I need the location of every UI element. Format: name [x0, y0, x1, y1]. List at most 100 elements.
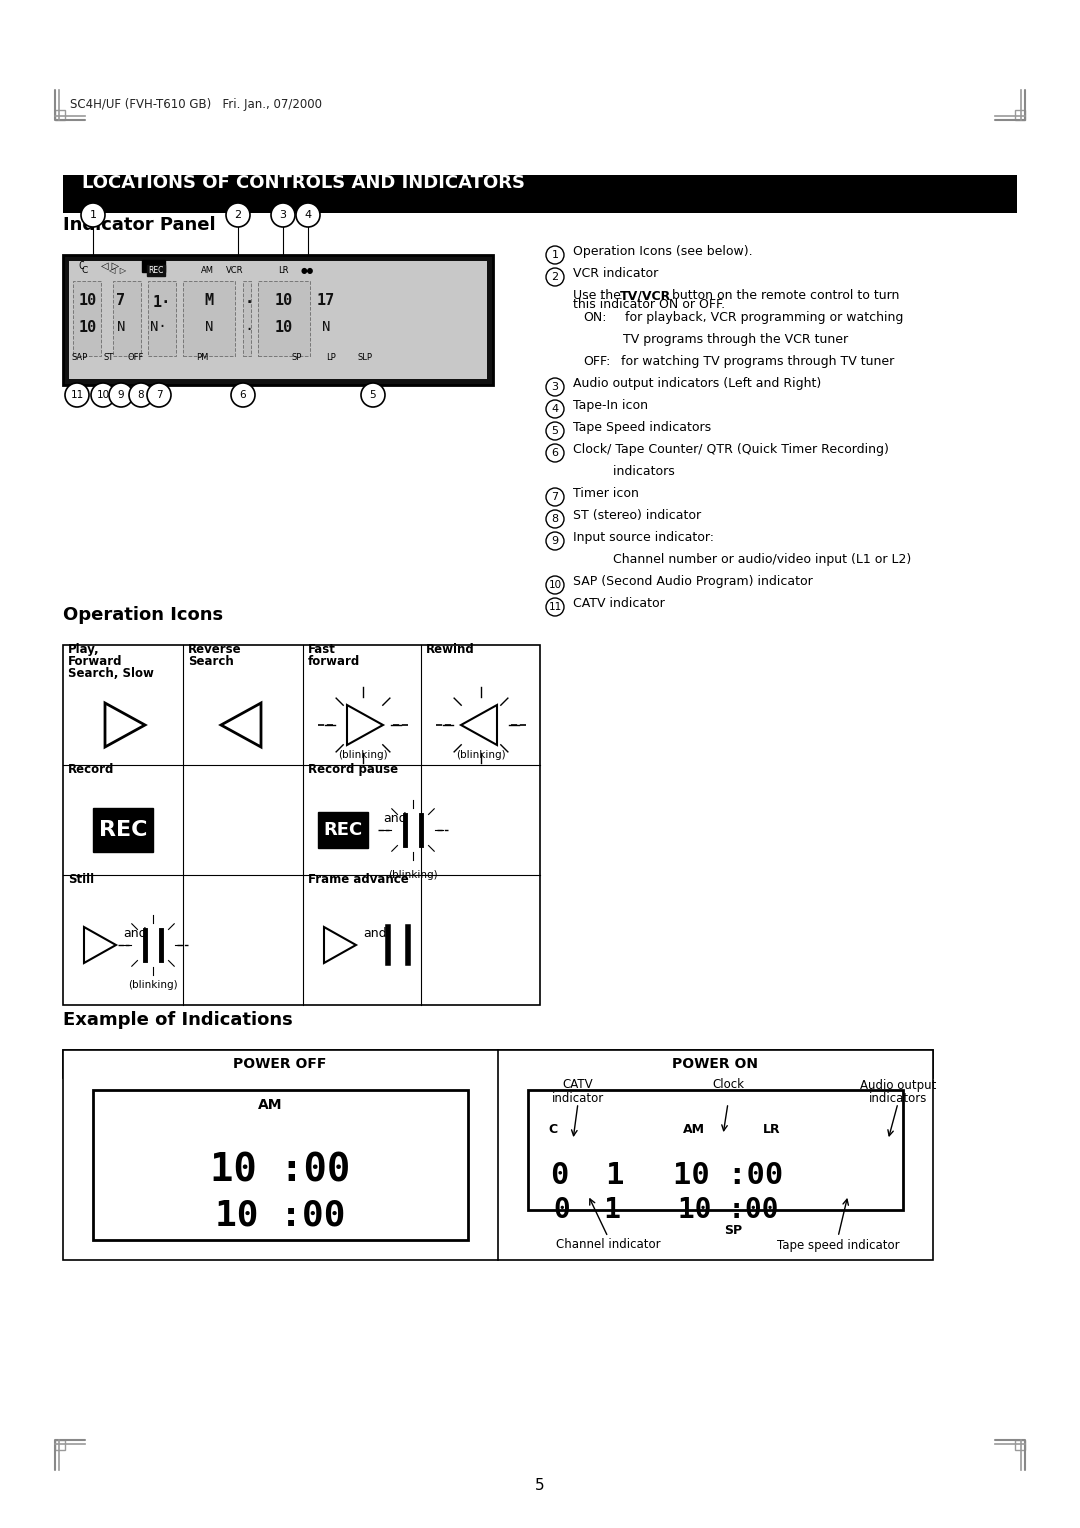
- Text: for playback, VCR programming or watching: for playback, VCR programming or watchin…: [613, 312, 903, 324]
- Text: LR: LR: [762, 1123, 781, 1135]
- Bar: [1015, 110, 1025, 121]
- Text: 10 :00: 10 :00: [215, 1198, 346, 1232]
- Text: for watching TV programs through TV tuner: for watching TV programs through TV tune…: [617, 354, 894, 368]
- Text: N·: N·: [150, 319, 166, 335]
- Bar: [148, 281, 176, 356]
- Text: 2: 2: [234, 209, 242, 220]
- Text: N: N: [117, 319, 125, 335]
- Text: LP: LP: [326, 353, 336, 362]
- Text: 7: 7: [156, 390, 162, 400]
- Text: ON:: ON:: [583, 312, 607, 324]
- Text: CATV indicator: CATV indicator: [573, 597, 665, 610]
- Circle shape: [546, 445, 564, 461]
- Text: SAP: SAP: [71, 353, 87, 362]
- Text: 1: 1: [90, 209, 96, 220]
- Text: forward: forward: [308, 656, 361, 668]
- Polygon shape: [221, 703, 261, 747]
- Text: 10: 10: [549, 581, 562, 590]
- Circle shape: [81, 203, 105, 228]
- Text: ST (stereo) indicator: ST (stereo) indicator: [573, 509, 701, 523]
- Bar: [69, 261, 487, 379]
- Text: and: and: [363, 927, 387, 940]
- Bar: [258, 281, 310, 356]
- Text: indicator: indicator: [552, 1091, 604, 1105]
- Bar: [63, 1050, 933, 1261]
- Text: 6: 6: [552, 448, 558, 458]
- Text: PM: PM: [195, 353, 208, 362]
- Text: Timer icon: Timer icon: [573, 487, 639, 500]
- Text: CATV: CATV: [563, 1079, 593, 1091]
- Text: Forward: Forward: [68, 656, 122, 668]
- Text: REC: REC: [148, 266, 163, 275]
- Text: 0  1: 0 1: [554, 1196, 621, 1224]
- Text: OFF: OFF: [129, 353, 145, 362]
- Text: this indicator ON or OFF.: this indicator ON or OFF.: [573, 298, 725, 312]
- Text: Clock/ Tape Counter/ QTR (Quick Timer Recording): Clock/ Tape Counter/ QTR (Quick Timer Re…: [573, 443, 889, 455]
- Circle shape: [546, 576, 564, 594]
- Text: Example of Indications: Example of Indications: [63, 1012, 293, 1028]
- Text: ◁  ▷: ◁ ▷: [108, 266, 126, 275]
- Bar: [63, 255, 492, 385]
- Text: 1·: 1·: [153, 295, 171, 310]
- Text: Frame advance: Frame advance: [308, 872, 408, 886]
- Bar: [73, 281, 102, 356]
- Text: C: C: [81, 266, 87, 275]
- Text: ST: ST: [103, 353, 113, 362]
- Text: Channel indicator: Channel indicator: [556, 1239, 660, 1251]
- Text: Indicator Panel: Indicator Panel: [63, 215, 216, 234]
- Text: (blinking): (blinking): [129, 979, 178, 990]
- Text: Channel number or audio/video input (L1 or L2): Channel number or audio/video input (L1 …: [573, 553, 912, 565]
- Polygon shape: [347, 704, 383, 746]
- Text: 7: 7: [117, 292, 125, 307]
- Polygon shape: [324, 927, 356, 963]
- Bar: [63, 645, 540, 1005]
- Text: N: N: [322, 319, 330, 335]
- Text: SC4H/UF (FVH-T610 GB)   Fri. Jan., 07/2000: SC4H/UF (FVH-T610 GB) Fri. Jan., 07/2000: [70, 98, 322, 112]
- Text: C: C: [78, 261, 84, 270]
- Bar: [55, 110, 65, 121]
- Circle shape: [91, 384, 114, 406]
- Text: 5: 5: [552, 426, 558, 435]
- Circle shape: [271, 203, 295, 228]
- Text: 10 :00: 10 :00: [678, 1196, 779, 1224]
- Text: AM: AM: [258, 1099, 282, 1112]
- Circle shape: [546, 422, 564, 440]
- Text: and: and: [123, 927, 147, 940]
- Text: AM: AM: [683, 1123, 705, 1135]
- Text: 1: 1: [552, 251, 558, 260]
- Text: 4: 4: [305, 209, 311, 220]
- Text: Tape speed indicator: Tape speed indicator: [777, 1239, 900, 1251]
- Text: Record: Record: [68, 762, 114, 776]
- Text: and: and: [383, 811, 407, 825]
- Text: (blinking): (blinking): [338, 750, 388, 759]
- Text: 6: 6: [240, 390, 246, 400]
- Text: N: N: [205, 319, 213, 335]
- Text: REC: REC: [98, 821, 147, 840]
- Circle shape: [546, 400, 564, 419]
- Text: ◁ ▷: ◁ ▷: [102, 261, 119, 270]
- Text: 8: 8: [137, 390, 145, 400]
- Text: 8: 8: [552, 513, 558, 524]
- Text: Search, Slow: Search, Slow: [68, 668, 153, 680]
- Circle shape: [296, 203, 320, 228]
- Circle shape: [546, 597, 564, 616]
- Polygon shape: [105, 703, 145, 747]
- Text: Record pause: Record pause: [308, 762, 399, 776]
- Text: 11: 11: [549, 602, 562, 613]
- Text: (blinking): (blinking): [388, 869, 437, 880]
- Circle shape: [147, 384, 171, 406]
- Text: 0  1: 0 1: [551, 1160, 624, 1189]
- Text: 5: 5: [536, 1478, 544, 1493]
- Circle shape: [231, 384, 255, 406]
- Text: AM: AM: [201, 266, 214, 275]
- Text: SP: SP: [291, 353, 301, 362]
- Text: C: C: [548, 1123, 557, 1135]
- Text: 10: 10: [79, 319, 97, 335]
- Text: 5: 5: [369, 390, 376, 400]
- Bar: [55, 1439, 65, 1450]
- Text: Use the: Use the: [573, 289, 625, 303]
- Text: REC: REC: [143, 261, 164, 270]
- Text: Fast: Fast: [308, 643, 336, 656]
- Bar: [93, 808, 153, 853]
- Text: TV/VCR: TV/VCR: [620, 289, 672, 303]
